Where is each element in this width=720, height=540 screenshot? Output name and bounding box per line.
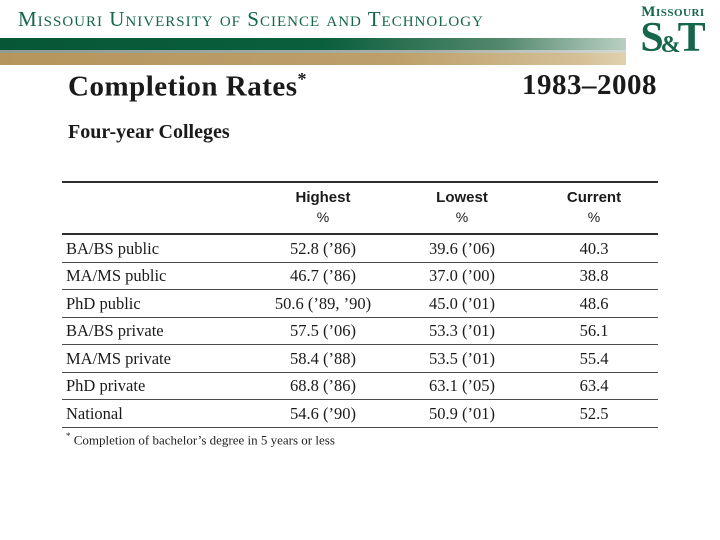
logo-letter-t: T	[677, 15, 706, 61]
header-lowest: Lowest %	[436, 189, 488, 226]
table-row: BA/BS public 52.8 (’86) 39.6 (’06) 40.3	[62, 235, 658, 263]
footnote-text: Completion of bachelor’s degree in 5 yea…	[73, 432, 335, 448]
completion-rates-table: Highest % Lowest % Current % BA/BS publi…	[62, 181, 658, 428]
logo-st-mark: S & T	[640, 15, 706, 61]
footnote: * Completion of bachelor’s degree in 5 y…	[66, 431, 335, 448]
footnote-asterisk: *	[66, 431, 71, 441]
slide-subtitle: Four-year Colleges	[68, 121, 230, 143]
header-highest: Highest %	[295, 189, 351, 226]
table-row: National 54.6 (’90) 50.9 (’01) 52.5	[62, 400, 658, 428]
date-range: 1983–2008	[522, 69, 657, 101]
slide-title-asterisk: *	[297, 69, 308, 89]
header-green-bar	[0, 38, 720, 50]
table-row: MA/MS private 58.4 (’88) 53.5 (’01) 55.4	[62, 345, 658, 373]
university-wordmark: Missouri University of Science and Techn…	[18, 7, 484, 31]
header-current: Current %	[566, 189, 622, 226]
logo-ampersand-icon: &	[660, 32, 681, 58]
table-row: PhD public 50.6 (’89, ’90) 45.0 (’01) 48…	[62, 290, 658, 318]
slide-title: Completion Rates*	[68, 69, 307, 104]
table-row: PhD private 68.8 (’86) 63.1 (’05) 63.4	[62, 373, 658, 401]
table-row: BA/BS private 57.5 (’06) 53.3 (’01) 56.1	[62, 318, 658, 346]
table-header-row: Highest % Lowest % Current %	[62, 183, 658, 236]
slide-title-text: Completion Rates	[68, 70, 298, 103]
logo-missouri-text: Missouri	[641, 4, 705, 20]
table-row: MA/MS public 46.7 (’86) 37.0 (’00) 38.8	[62, 263, 658, 291]
logo-letter-s: S	[640, 15, 664, 61]
header-tan-bar	[0, 53, 720, 65]
header-gray-rule	[0, 50, 720, 53]
missouri-st-logo: Missouri S & T	[626, 0, 720, 66]
